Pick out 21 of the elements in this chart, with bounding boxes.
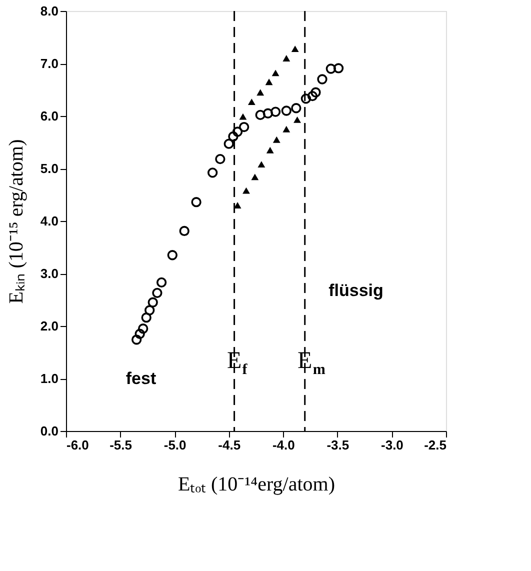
x-tick-label: -3.0 (381, 438, 404, 452)
y-tick-label: 1.0 (40, 371, 58, 386)
y-axis-title: Eₖᵢₙ (10⁻¹⁵ erg/atom) (5, 139, 28, 304)
y-tick-label: 8.0 (40, 4, 58, 18)
x-tick-label: -3.5 (326, 438, 350, 452)
y-tick-label: 7.0 (40, 56, 58, 71)
annotation: flüssig (328, 281, 384, 300)
y-tick-label: 4.0 (40, 214, 58, 228)
x-tick-label: -4.0 (272, 438, 295, 452)
y-tick-label: 6.0 (40, 108, 58, 124)
y-tick-label: 5.0 (40, 161, 58, 176)
x-tick-label: -5.0 (164, 438, 186, 452)
x-tick-label: -6.0 (66, 438, 89, 452)
annotation: fest (126, 369, 156, 388)
y-tick-label: 2.0 (40, 318, 58, 334)
x-tick-label: -5.5 (110, 438, 132, 452)
y-tick-label: 3.0 (40, 266, 58, 281)
y-tick-label: 0.0 (40, 424, 58, 438)
x-tick-label: -4.5 (218, 438, 241, 452)
x-axis-title: Eₜₒₜ (10⁻¹⁴erg/atom) (178, 474, 335, 496)
x-tick-label: -2.5 (424, 438, 446, 452)
